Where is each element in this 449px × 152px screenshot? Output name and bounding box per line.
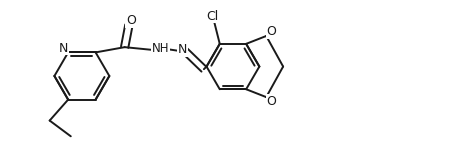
Text: O: O [267, 95, 277, 108]
Text: N: N [59, 42, 69, 55]
Text: NH: NH [152, 42, 169, 55]
Text: N: N [178, 43, 187, 56]
Text: O: O [267, 25, 277, 38]
Text: O: O [126, 14, 136, 27]
Text: Cl: Cl [206, 10, 219, 23]
